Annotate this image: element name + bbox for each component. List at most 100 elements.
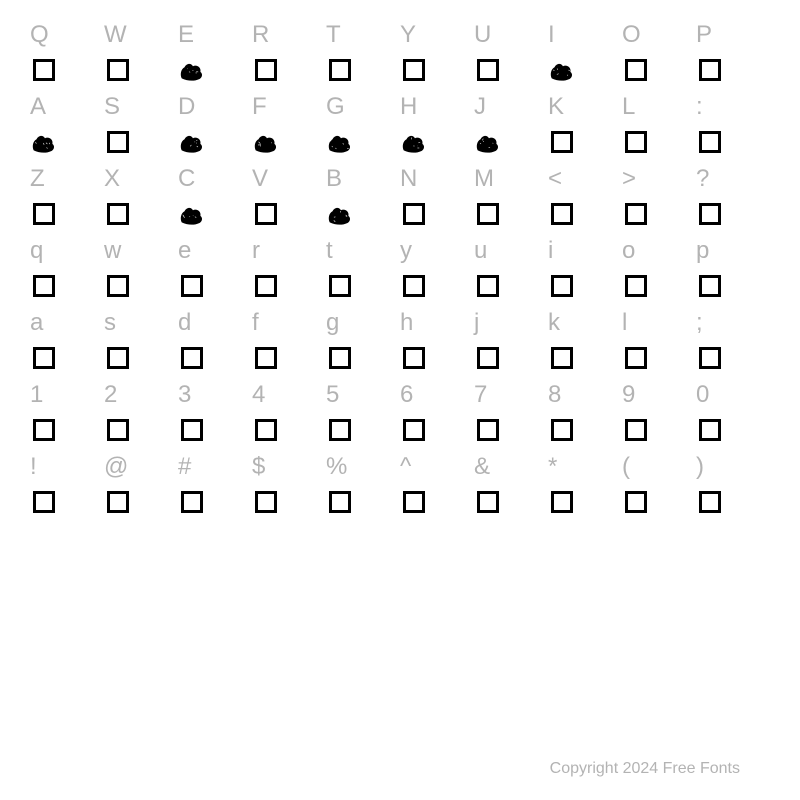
glyph-slot [548,488,576,516]
glyph-slot [252,128,280,156]
glyph-slot [30,200,58,228]
empty-glyph-box [329,491,351,513]
character-cell: T [326,20,400,84]
character-cell: M [474,164,548,228]
dingbat-illustration [326,129,354,155]
character-label: I [548,20,555,50]
character-cell: f [252,308,326,372]
glyph-slot [252,488,280,516]
character-cell: % [326,452,400,516]
character-cell: 6 [400,380,474,444]
empty-glyph-box [699,347,721,369]
character-cell: $ [252,452,326,516]
empty-glyph-box [477,275,499,297]
glyph-slot [474,200,502,228]
empty-glyph-box [625,275,647,297]
dingbat-illustration [30,129,58,155]
empty-glyph-box [551,347,573,369]
glyph-slot [400,416,428,444]
character-label: X [104,164,120,194]
character-label: K [548,92,564,122]
empty-glyph-box [255,491,277,513]
character-label: S [104,92,120,122]
glyph-slot [400,56,428,84]
glyph-slot [622,344,650,372]
character-cell: s [104,308,178,372]
character-cell: K [548,92,622,156]
empty-glyph-box [477,203,499,225]
glyph-slot [30,56,58,84]
empty-glyph-box [329,275,351,297]
empty-glyph-box [107,59,129,81]
character-cell: ^ [400,452,474,516]
glyph-slot [178,344,206,372]
character-cell: P [696,20,770,84]
character-cell: Z [30,164,104,228]
character-label: $ [252,452,265,482]
character-cell: B [326,164,400,228]
character-label: t [326,236,333,266]
glyph-slot [474,416,502,444]
empty-glyph-box [181,275,203,297]
character-label: # [178,452,191,482]
character-label: H [400,92,417,122]
empty-glyph-box [329,347,351,369]
character-label: 5 [326,380,339,410]
glyph-slot [252,272,280,300]
character-label: B [326,164,342,194]
empty-glyph-box [33,419,55,441]
empty-glyph-box [33,203,55,225]
glyph-slot [326,128,354,156]
empty-glyph-box [107,203,129,225]
character-cell: * [548,452,622,516]
character-label: Z [30,164,45,194]
empty-glyph-box [329,59,351,81]
glyph-slot [30,128,58,156]
character-label: : [696,92,703,122]
character-label: 7 [474,380,487,410]
character-cell: 5 [326,380,400,444]
character-row: QWERTYUIOP [30,20,770,84]
glyph-slot [622,272,650,300]
empty-glyph-box [551,275,573,297]
character-label: 8 [548,380,561,410]
character-cell: Q [30,20,104,84]
character-label: i [548,236,553,266]
empty-glyph-box [625,347,647,369]
empty-glyph-box [33,491,55,513]
dingbat-illustration [326,201,354,227]
empty-glyph-box [33,275,55,297]
character-cell: L [622,92,696,156]
empty-glyph-box [625,59,647,81]
empty-glyph-box [255,203,277,225]
empty-glyph-box [699,419,721,441]
character-cell: 9 [622,380,696,444]
glyph-slot [178,272,206,300]
glyph-slot [696,272,724,300]
copyright-text: Copyright 2024 Free Fonts [550,760,740,778]
character-label: g [326,308,339,338]
character-row: !@#$%^&*() [30,452,770,516]
glyph-slot [326,56,354,84]
empty-glyph-box [625,491,647,513]
empty-glyph-box [181,347,203,369]
character-label: & [474,452,490,482]
glyph-slot [696,488,724,516]
character-label: L [622,92,635,122]
glyph-slot [252,56,280,84]
character-label: 2 [104,380,117,410]
character-cell: ! [30,452,104,516]
character-label: j [474,308,479,338]
glyph-slot [622,128,650,156]
glyph-slot [178,416,206,444]
character-label: 4 [252,380,265,410]
character-label: ; [696,308,703,338]
character-cell: y [400,236,474,300]
character-label: N [400,164,417,194]
empty-glyph-box [477,347,499,369]
glyph-slot [30,488,58,516]
character-label: M [474,164,494,194]
empty-glyph-box [403,275,425,297]
empty-glyph-box [625,131,647,153]
empty-glyph-box [403,491,425,513]
